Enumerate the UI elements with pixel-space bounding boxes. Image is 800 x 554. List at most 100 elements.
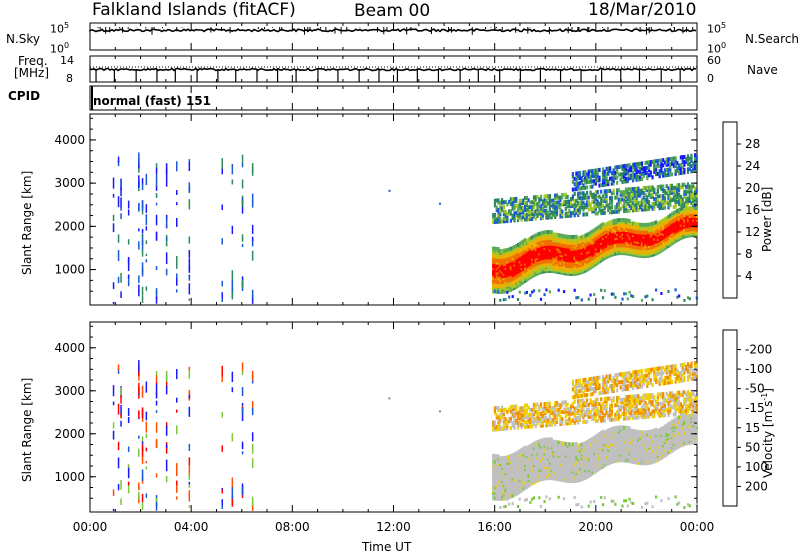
scatter-cell <box>656 164 659 169</box>
scatter-cell <box>644 222 647 227</box>
scatter-cell <box>532 417 536 422</box>
scatter-cell <box>524 291 527 295</box>
scatter-cell <box>545 401 548 406</box>
scatter-cell <box>612 176 615 181</box>
scatter-cell <box>686 187 690 192</box>
scatter-cell <box>566 234 569 239</box>
scatter-cell <box>493 425 497 430</box>
scatter-cell <box>653 169 656 174</box>
scatter-cell <box>499 249 502 253</box>
scatter-cell <box>660 206 663 210</box>
scatter-cell <box>543 194 546 199</box>
nave-dot <box>435 66 436 68</box>
scatter-cell <box>499 419 502 424</box>
scatter-cell <box>241 234 244 240</box>
scatter-cell <box>529 422 532 427</box>
scatter-cell <box>575 234 578 239</box>
scatter-cell <box>525 200 528 205</box>
scatter-cell <box>231 387 234 393</box>
scatter-cell <box>624 176 628 181</box>
scatter-cell <box>138 496 140 504</box>
nave-dot <box>237 66 238 68</box>
scatter-cell <box>653 201 656 206</box>
scatter-cell <box>647 207 651 211</box>
scatter-cell <box>138 275 140 283</box>
scatter-cell <box>566 213 569 218</box>
scatter-cell <box>501 410 504 415</box>
scatter-cell <box>683 201 686 206</box>
scatter-cell <box>609 200 612 205</box>
scatter-cell <box>694 168 697 173</box>
scatter-cell <box>649 185 652 190</box>
scatter-cell <box>612 191 615 195</box>
scatter-cell <box>594 168 597 173</box>
scatter-cell <box>155 381 158 385</box>
scatter-cell <box>669 213 672 218</box>
scatter-cell <box>663 160 667 165</box>
scatter-cell <box>688 156 691 161</box>
nave-dot <box>255 66 256 68</box>
nave-dot <box>270 66 271 68</box>
scatter-cell <box>594 197 597 202</box>
scatter-cell <box>603 289 606 293</box>
scatter-cell <box>497 247 500 252</box>
scatter-cell <box>628 173 631 178</box>
scatter-cell <box>644 200 647 205</box>
scatter-cell <box>586 205 589 210</box>
scatter-cell <box>525 207 528 212</box>
scatter-cell <box>573 182 576 187</box>
scatter-cell <box>497 408 500 413</box>
scatter-cell <box>520 425 523 430</box>
scatter-cell <box>601 208 605 213</box>
scatter-cell <box>221 164 223 175</box>
scatter-cell <box>584 180 587 185</box>
scatter-cell <box>678 185 681 190</box>
scatter-cell <box>251 239 254 247</box>
scatter-cell <box>499 217 502 222</box>
scatter-cell <box>141 385 144 393</box>
scatter-cell <box>506 216 509 221</box>
scatter-cell <box>676 161 679 166</box>
scatter-cell <box>188 199 191 210</box>
nave-dot <box>285 66 286 68</box>
scatter-cell <box>676 183 679 188</box>
scatter-cell <box>688 161 691 166</box>
scatter-cell <box>231 179 234 185</box>
scatter-cell <box>518 203 521 208</box>
scatter-cell <box>594 227 597 232</box>
scatter-cell <box>513 197 516 201</box>
scatter-cell <box>516 218 520 223</box>
scatter-cell <box>586 177 589 182</box>
scatter-cell <box>251 501 254 511</box>
scatter-cell <box>176 202 178 206</box>
scatter-cell <box>651 194 654 199</box>
scatter-cell <box>594 176 597 181</box>
nave-dot <box>594 66 595 68</box>
power-panel-frame <box>89 113 698 306</box>
scatter-cell <box>522 215 525 220</box>
scatter-cell <box>589 204 592 209</box>
scatter-cell <box>672 159 675 164</box>
scatter-cell <box>617 209 620 214</box>
scatter-cell <box>594 173 597 178</box>
scatter-cell <box>541 208 544 213</box>
scatter-cell <box>522 201 525 205</box>
scatter-cell <box>117 156 120 163</box>
scatter-cell <box>626 218 629 223</box>
scatter-cell <box>493 289 497 293</box>
scatter-cell <box>520 415 523 420</box>
scatter-cell <box>518 423 521 427</box>
nave-dot <box>363 66 364 68</box>
scatter-cell <box>676 168 679 173</box>
scatter-cell <box>511 404 514 409</box>
scatter-cell <box>669 162 672 167</box>
scatter-cell <box>536 414 539 419</box>
scatter-cell <box>640 164 644 168</box>
scatter-cell <box>493 454 497 459</box>
scatter-cell <box>155 231 158 241</box>
scatter-cell <box>509 211 512 216</box>
scatter-cell <box>545 288 548 292</box>
scatter-cell <box>522 198 525 203</box>
nave-dot <box>303 66 304 68</box>
scatter-cell <box>251 294 254 304</box>
